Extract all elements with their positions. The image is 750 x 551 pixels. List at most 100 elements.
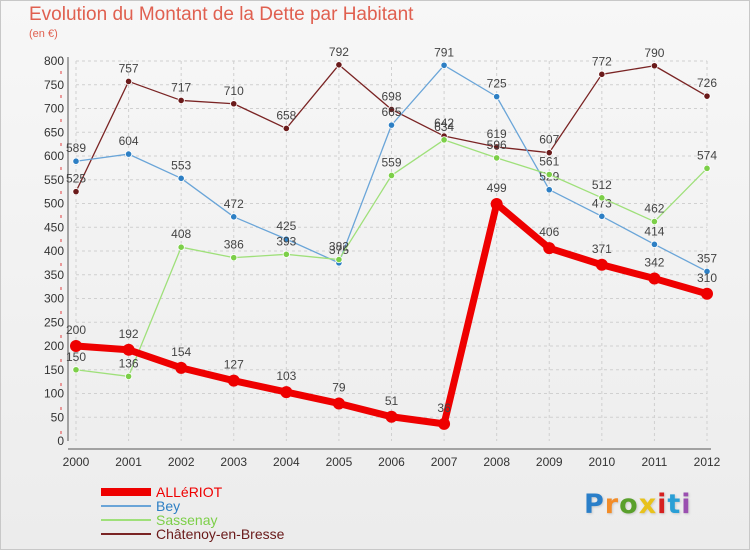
data-label: 619 [487,127,507,141]
logo-letter: x [638,489,658,520]
data-point [650,217,659,226]
y-tick-label: 600 [44,149,64,163]
data-label: 36 [437,401,451,415]
data-point [387,121,396,129]
data-point [335,255,343,264]
x-tick-label: 2006 [378,455,405,469]
data-label: 634 [434,120,454,134]
data-point [177,243,185,251]
data-point [230,213,238,221]
data-label: 310 [697,271,717,285]
legend-item: Bey [101,498,361,514]
x-tick-label: 2000 [63,455,90,469]
data-label: 525 [66,172,86,186]
data-label: 596 [487,138,507,152]
y-tick-label: 750 [44,78,64,92]
data-label: 499 [487,181,507,195]
data-label: 717 [171,80,191,94]
data-point [230,254,238,262]
data-label: 127 [224,358,244,372]
data-label: 136 [119,356,139,370]
data-point [438,417,451,430]
data-point [598,212,606,220]
y-tick-label: 650 [44,125,64,139]
data-point [650,62,659,70]
proxiti-logo: Proxiti [584,489,692,520]
data-point [122,343,135,356]
y-tick-label: 450 [44,220,64,234]
y-tick-label: 150 [44,363,64,377]
data-label: 607 [539,133,559,147]
data-label: 559 [381,155,401,169]
data-point [545,186,553,194]
data-point [72,157,80,165]
logo-letter: i [681,489,692,520]
y-tick-label: 300 [44,292,64,306]
data-label: 472 [224,197,244,211]
y-tick-label: 400 [44,244,64,258]
data-point [124,77,133,86]
legend-label: Sassenay [156,512,218,528]
y-tick-label: 550 [44,173,64,187]
data-point [282,235,290,243]
legend-label: Bey [156,498,181,514]
data-label: 393 [276,234,296,248]
data-label: 408 [171,227,191,241]
data-point [282,124,290,133]
data-label: 414 [644,224,664,238]
logo-letter: o [619,489,639,520]
data-point [70,340,82,352]
data-point [490,197,503,210]
data-label: 382 [329,240,349,254]
y-tick-label: 0 [57,434,64,448]
data-label: 192 [119,327,139,341]
legend-item: Sassenay [101,512,361,528]
data-point [387,171,396,180]
data-point [703,164,711,172]
data-label: 371 [592,242,612,256]
data-point [124,372,133,380]
data-label: 698 [381,89,401,103]
y-tick-label: 350 [44,268,64,282]
x-tick-label: 2011 [642,455,668,469]
x-tick-label: 2004 [273,455,300,469]
data-point [595,258,608,271]
data-point [385,410,398,423]
chart-legend: ALLéRIOT Bey Sassenay Châtenoy-en-Bresse [101,484,361,542]
y-tick-label: 800 [44,54,64,68]
y-tick-label: 100 [44,387,64,401]
data-point [493,154,501,162]
data-point [227,374,240,387]
data-point [648,272,661,285]
data-point [701,287,713,300]
legend-item: ALLéRIOT [101,484,361,500]
data-label: 406 [539,225,559,239]
legend-swatch [101,519,151,521]
data-label: 200 [66,323,86,337]
data-point [175,361,188,374]
y-tick-label: 50 [51,410,65,424]
data-label: 51 [385,394,399,408]
x-tick-label: 2003 [220,455,247,469]
data-point [177,96,185,105]
data-point [177,174,185,182]
x-tick-label: 2008 [483,455,510,469]
chart-unit-label: (en €) [29,28,58,40]
data-label: 375 [329,243,349,257]
legend-swatch [101,488,151,496]
data-point [335,61,343,69]
data-label: 726 [697,76,717,90]
data-label: 512 [592,178,612,192]
y-tick-label: 700 [44,102,64,116]
x-tick-label: 2001 [115,455,142,469]
data-label: 79 [332,380,346,394]
y-tick-label: 200 [44,339,64,353]
data-label: 665 [381,105,401,119]
data-label: 462 [644,202,664,216]
data-label: 790 [644,46,664,60]
data-point [440,136,448,144]
data-label: 357 [697,251,717,265]
legend-label: ALLéRIOT [156,484,223,500]
data-point [387,105,396,114]
